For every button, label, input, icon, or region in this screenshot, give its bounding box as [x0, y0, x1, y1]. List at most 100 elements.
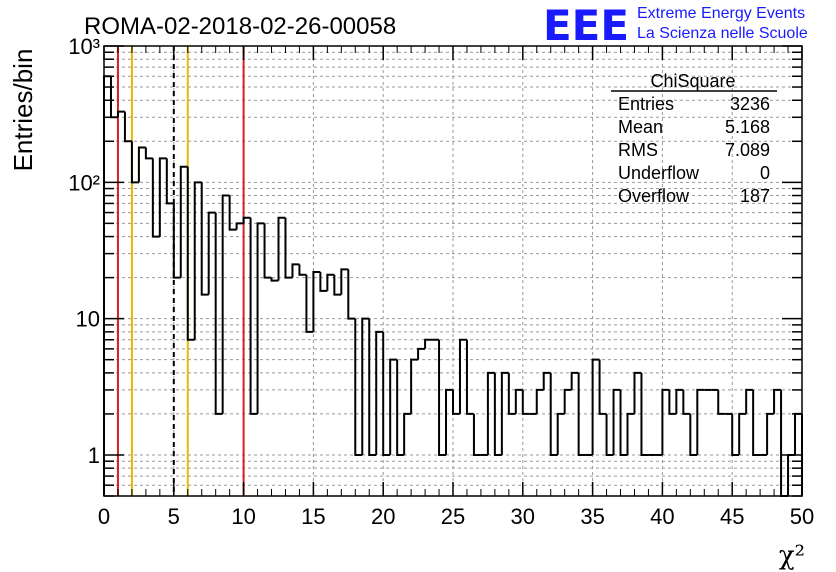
- histogram-bin: [193, 181, 202, 340]
- histogram-bin: [340, 268, 349, 295]
- histogram-bin: [745, 388, 754, 414]
- x-tick-label: 5: [168, 504, 180, 529]
- run-title: ROMA-02-2018-02-26-00058: [84, 13, 396, 40]
- histogram-bin: [361, 317, 370, 455]
- histogram-bin: [305, 274, 314, 333]
- histogram-bin: [214, 212, 223, 415]
- histogram-bin: [221, 194, 230, 414]
- histogram-bin: [514, 388, 523, 414]
- histogram-bin: [158, 157, 167, 237]
- x-tick-label: 0: [98, 504, 110, 529]
- histogram-bin: [549, 372, 558, 456]
- histogram-bin: [661, 388, 670, 455]
- histogram-bin: [256, 222, 265, 414]
- stats-label-entries: Entries: [618, 94, 674, 114]
- stats-value-overflow: 187: [740, 186, 770, 206]
- histogram-bin: [333, 274, 342, 296]
- histogram-bin: [396, 359, 405, 456]
- histogram-bin: [668, 389, 677, 415]
- x-axis-ticks: 0 5 10 15 20 25 30 35 40 45 50: [98, 46, 814, 529]
- histogram-bin: [591, 358, 600, 455]
- histogram-bin: [263, 223, 272, 279]
- histogram-bin: [486, 371, 495, 455]
- histogram-bin: [410, 358, 419, 414]
- histogram-bin: [500, 371, 509, 455]
- x-tick-label: 35: [580, 504, 604, 529]
- histogram-bin: [249, 217, 258, 415]
- histogram-bin: [424, 338, 433, 349]
- histogram-bin: [403, 412, 412, 455]
- histogram-bin: [752, 389, 761, 456]
- y-tick-label: 10³: [68, 34, 100, 59]
- histogram-bin: [130, 141, 139, 184]
- reference-lines: [116, 46, 245, 496]
- histogram-bin: [472, 413, 481, 456]
- histogram-bin: [675, 388, 684, 414]
- histogram-bin: [375, 330, 384, 455]
- histogram-bin: [298, 264, 307, 276]
- histogram-bin: [465, 339, 474, 415]
- stats-label-rms: RMS: [618, 140, 658, 160]
- histogram-bin: [284, 217, 293, 279]
- y-axis-ticks: 1 10 10² 10³: [68, 34, 802, 497]
- stats-value-underflow: 0: [760, 163, 770, 183]
- x-tick-label: 30: [511, 504, 535, 529]
- histogram-bin: [382, 331, 391, 456]
- histogram-bin: [235, 222, 244, 230]
- histogram-bin: [123, 111, 132, 143]
- histogram-bin: [640, 372, 649, 456]
- histogram-bin: [172, 203, 181, 279]
- histogram-bin: [368, 318, 377, 456]
- histogram-bin: [200, 182, 209, 296]
- histogram-bin: [612, 388, 621, 455]
- histogram-bin: [354, 318, 363, 456]
- y-tick-label: 1: [88, 443, 100, 468]
- histogram-bin: [577, 372, 586, 456]
- histogram-bin: [445, 388, 453, 455]
- histogram-bin: [633, 371, 642, 414]
- histogram-bin: [521, 389, 530, 415]
- x-tick-label: 25: [441, 504, 465, 529]
- histogram-bin: [619, 389, 628, 456]
- x-tick-label: 20: [371, 504, 395, 529]
- histogram-bin: [773, 388, 782, 414]
- histogram-bin: [563, 388, 572, 414]
- histogram-bin: [417, 347, 426, 360]
- histogram-bin: [242, 216, 251, 224]
- histogram-bin: [207, 211, 216, 295]
- stats-value-mean: 5.168: [725, 117, 770, 137]
- histogram-bin: [326, 273, 335, 291]
- histogram-bin: [689, 413, 698, 456]
- histogram-bin: [731, 413, 740, 456]
- logo-line-1: Extreme Energy Events: [637, 5, 805, 22]
- y-tick-label: 10: [76, 307, 100, 332]
- histogram-bin: [507, 372, 516, 415]
- histogram-bin: [270, 277, 279, 282]
- histogram-bin: [738, 412, 747, 455]
- stats-label-underflow: Underflow: [618, 163, 700, 183]
- histogram-bin: [452, 389, 460, 415]
- x-tick-label: 40: [650, 504, 674, 529]
- histogram-bin: [493, 372, 502, 456]
- histogram-bin: [605, 413, 614, 456]
- histogram-bin: [116, 110, 125, 118]
- histogram-bin: [682, 389, 691, 415]
- histogram-bin: [291, 263, 300, 278]
- histogram-bin: [151, 158, 160, 238]
- histogram-bin: [696, 388, 705, 455]
- histogram-bin: [228, 195, 237, 231]
- histogram-bin: [186, 166, 195, 341]
- histogram-bin: [277, 216, 286, 281]
- stats-value-entries: 3236: [730, 94, 770, 114]
- histogram-bin: [598, 359, 607, 415]
- histogram-bin: [347, 269, 356, 320]
- histogram-bin: [535, 388, 544, 414]
- stats-label-mean: Mean: [618, 117, 663, 137]
- histogram-bin: [570, 371, 579, 390]
- x-tick-label: 10: [231, 504, 255, 529]
- histogram-bin: [717, 389, 726, 415]
- histogram-bin: [319, 271, 328, 292]
- histogram-bin: [165, 158, 174, 205]
